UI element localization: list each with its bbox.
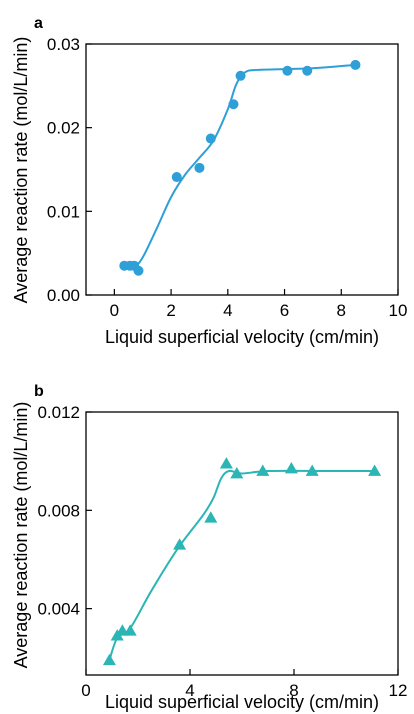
- data-point-b: [305, 464, 319, 476]
- data-point-b: [173, 538, 187, 550]
- y-tick-label-a: 0.02: [47, 119, 80, 138]
- plot-frame-b: [85, 411, 399, 676]
- data-point-a: [302, 65, 313, 76]
- fit-line-b: [108, 469, 375, 661]
- data-point-b: [284, 462, 298, 474]
- x-tick-label-b: 0: [81, 681, 90, 700]
- y-tick-label-a: 0.01: [47, 202, 80, 221]
- x-tick-label-a: 10: [389, 301, 408, 320]
- x-tick-label-b: 4: [185, 681, 194, 700]
- chart-panel-b: b Liquid superficial velocity (cm/min) A…: [11, 383, 407, 712]
- x-axis-title-a: Liquid superficial velocity (cm/min): [105, 327, 379, 347]
- x-tick-label-b: 8: [289, 681, 298, 700]
- x-tick-label-a: 0: [110, 301, 119, 320]
- data-point-b: [230, 466, 244, 479]
- chart-panel-a: a Liquid superficial velocity (cm/min) A…: [11, 15, 407, 347]
- x-tick-label-a: 4: [223, 301, 232, 320]
- data-point-a: [235, 70, 246, 81]
- data-point-a: [133, 265, 144, 276]
- data-point-a: [205, 133, 216, 144]
- x-tick-label-a: 8: [337, 301, 346, 320]
- y-tick-label-b: 0.008: [37, 501, 80, 520]
- data-point-a: [282, 65, 293, 76]
- x-tick-label-b: 12: [389, 681, 408, 700]
- y-axis-title-b: Average reaction rate (mol/L/min): [11, 402, 31, 669]
- x-tick-label-a: 6: [280, 301, 289, 320]
- data-point-b: [204, 511, 218, 523]
- y-axis-title-a: Average reaction rate (mol/L/min): [11, 37, 31, 304]
- y-tick-label-a: 0.03: [47, 35, 80, 54]
- panel-label-b: b: [34, 383, 44, 400]
- fit-line-a: [124, 63, 356, 269]
- x-axis-title-b: Liquid superficial velocity (cm/min): [105, 692, 379, 712]
- panel-label-a: a: [34, 15, 43, 32]
- data-point-b: [219, 457, 233, 469]
- data-point-a: [171, 172, 182, 183]
- data-point-b: [368, 464, 382, 476]
- data-point-a: [228, 99, 239, 110]
- x-tick-label-a: 2: [166, 301, 175, 320]
- data-point-a: [350, 59, 361, 70]
- data-point-b: [102, 653, 116, 666]
- data-point-a: [194, 162, 205, 173]
- data-point-b: [123, 624, 137, 636]
- y-tick-label-b: 0.012: [37, 403, 80, 422]
- plot-frame-a: [85, 43, 399, 296]
- y-tick-label-b: 0.004: [37, 600, 80, 619]
- y-tick-label-a: 0.00: [47, 286, 80, 305]
- data-point-b: [256, 464, 270, 476]
